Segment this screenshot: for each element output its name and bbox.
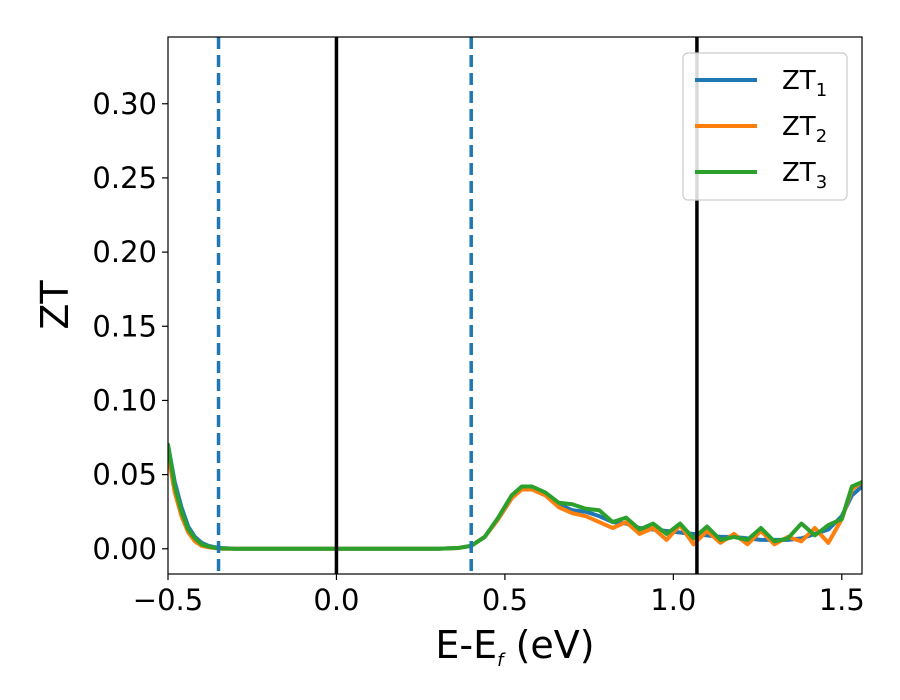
y-tick-label: 0.00 xyxy=(92,532,157,566)
y-tick-label: 0.15 xyxy=(92,309,157,343)
x-axis-label: E-Ef (eV) xyxy=(435,623,594,671)
x-tick-label: 1.0 xyxy=(650,583,696,617)
legend-frame xyxy=(682,52,848,201)
y-tick-label: 0.10 xyxy=(92,383,157,417)
x-tick-label: −0.5 xyxy=(133,583,203,617)
legend-label-2: ZT2 xyxy=(782,112,827,147)
y-tick-label: 0.25 xyxy=(92,161,157,195)
legend-label-1: ZT1 xyxy=(782,66,827,101)
legend: ZT1 ZT2 ZT3 xyxy=(682,52,848,201)
series-lines xyxy=(168,442,862,551)
vertical-lines xyxy=(216,37,699,574)
y-tick-label: 0.05 xyxy=(92,458,157,492)
x-tick-label: 0.5 xyxy=(482,583,528,617)
y-axis-label: ZT xyxy=(33,280,77,330)
legend-label-3: ZT3 xyxy=(782,158,827,193)
series-line-2 xyxy=(168,451,862,551)
plot-frame xyxy=(167,36,863,575)
y-tick-label: 0.30 xyxy=(92,87,157,121)
y-axis-ticks: 0.00 0.05 0.10 0.15 0.20 0.25 0.30 xyxy=(92,87,168,566)
series-line-3 xyxy=(168,442,862,551)
legend-items: ZT1 ZT2 ZT3 xyxy=(695,66,827,193)
x-tick-label: 1.5 xyxy=(819,583,865,617)
x-axis-ticks: −0.5 0.0 0.5 1.0 1.5 xyxy=(133,574,865,617)
x-tick-label: 0.0 xyxy=(313,583,359,617)
y-tick-label: 0.20 xyxy=(92,235,157,269)
